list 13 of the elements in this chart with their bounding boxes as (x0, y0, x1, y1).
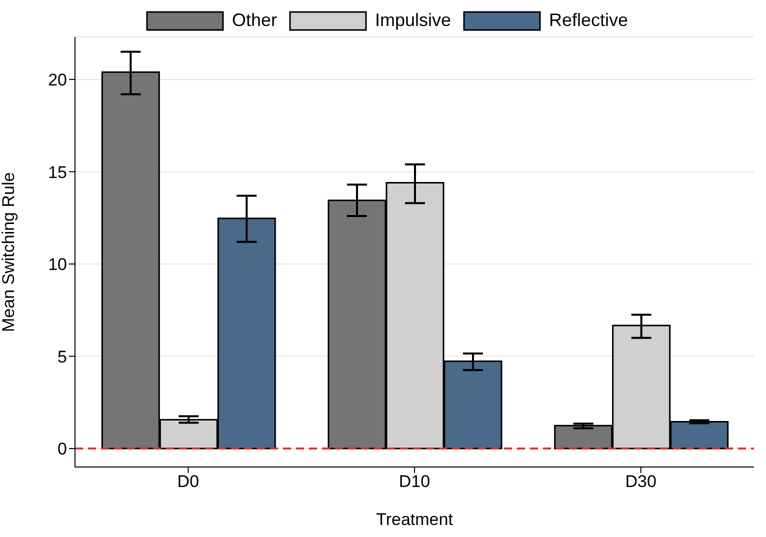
x-tick-label: D10 (398, 472, 430, 492)
y-axis-title: Mean Switching Rule (0, 172, 18, 332)
y-tick-label: 0 (58, 440, 67, 459)
x-axis-title: Treatment (376, 510, 454, 529)
legend-label: Other (232, 10, 277, 31)
legend-label: Impulsive (374, 10, 452, 31)
y-tick-label: 20 (48, 70, 67, 90)
legend-label: Reflective (549, 10, 628, 31)
x-tick-label: D30 (625, 472, 656, 492)
x-tick-label: D0 (177, 472, 200, 492)
y-tick-label: 15 (48, 162, 67, 182)
y-tick-label: 5 (58, 347, 67, 366)
y-tick-label: 10 (48, 255, 67, 274)
